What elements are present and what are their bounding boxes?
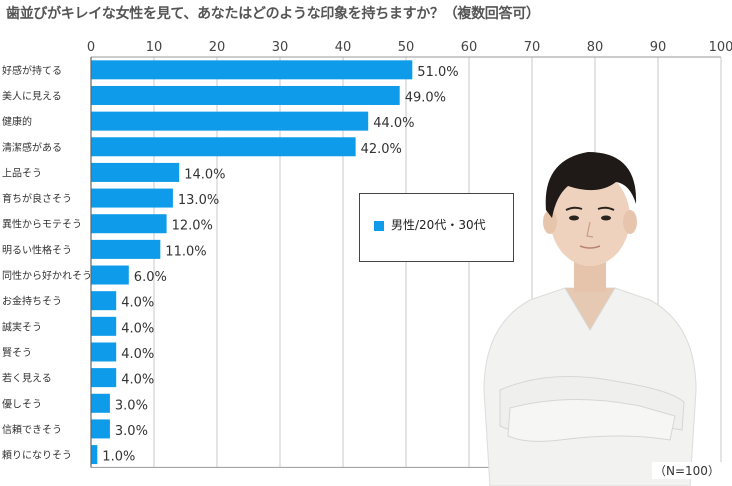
value-label: 42.0% [361, 142, 402, 157]
value-label: 49.0% [405, 90, 446, 105]
x-tick-label: 40 [335, 40, 352, 55]
value-label: 3.0% [115, 424, 148, 439]
bar [91, 239, 161, 259]
bar [91, 60, 413, 80]
bar [91, 445, 98, 465]
category-label: お金持ちそう [2, 295, 62, 308]
value-label: 3.0% [115, 398, 148, 413]
x-tick-label: 10 [146, 40, 163, 55]
value-label: 12.0% [172, 219, 213, 234]
category-label: 信頼できそう [2, 424, 62, 436]
value-label: 13.0% [178, 193, 219, 208]
x-tick-label: 60 [461, 40, 478, 55]
value-label: 4.0% [121, 296, 154, 311]
bar [91, 111, 369, 131]
man-crossed-arms-photo [470, 140, 710, 486]
category-label: 好感が持てる [2, 64, 62, 77]
category-label: 明るい性格そう [2, 243, 72, 256]
category-label: 異性からモテそう [2, 218, 82, 231]
legend: 男性/20代・30代 [359, 193, 514, 262]
value-label: 4.0% [121, 347, 154, 362]
bar [91, 316, 117, 336]
category-label: 頼りになりそう [2, 450, 72, 462]
category-label: 若く見える [2, 372, 52, 385]
category-label: 健康的 [2, 115, 32, 128]
category-label: 同性から好かれそう [2, 269, 92, 282]
x-tick-label: 30 [272, 40, 289, 55]
x-tick-label: 20 [209, 40, 226, 55]
bar [91, 291, 117, 311]
x-tick-label: 50 [398, 40, 415, 55]
legend-swatch [374, 221, 384, 231]
x-tick-label: 80 [587, 40, 604, 55]
value-label: 6.0% [134, 270, 167, 285]
sample-size-note: （N=100） [652, 462, 722, 479]
bar [91, 393, 110, 413]
category-label: 誠実そう [2, 320, 42, 333]
category-label: 優しそう [2, 397, 42, 410]
chart-title: 歯並びがキレイな女性を見て、あなたはどのような印象を持ちますか？（複数回答可） [6, 6, 540, 22]
bar [91, 342, 117, 362]
value-label: 14.0% [184, 167, 225, 182]
category-label: 上品そう [2, 167, 42, 179]
category-label: 美人に見える [2, 89, 62, 102]
legend-label: 男性/20代・30代 [391, 218, 486, 232]
bar [91, 214, 167, 234]
bar [91, 368, 117, 388]
x-tick-label: 70 [524, 40, 541, 55]
bar [91, 188, 173, 208]
bar [91, 85, 400, 105]
bar [91, 162, 180, 182]
value-label: 4.0% [121, 373, 154, 388]
bar [91, 265, 129, 285]
x-tick-label: 0 [87, 40, 95, 55]
value-label: 1.0% [102, 450, 135, 465]
value-label: 51.0% [417, 65, 458, 80]
x-tick-label: 90 [650, 40, 667, 55]
category-label: 賢そう [2, 347, 32, 359]
value-label: 11.0% [165, 244, 206, 259]
value-label: 4.0% [121, 321, 154, 336]
bar [91, 419, 110, 439]
bar [91, 137, 356, 157]
value-label: 44.0% [373, 116, 414, 131]
category-label: 育ちが良さそう [2, 192, 72, 205]
x-tick-label: 100 [709, 40, 732, 55]
category-label: 清潔感がある [2, 141, 62, 154]
